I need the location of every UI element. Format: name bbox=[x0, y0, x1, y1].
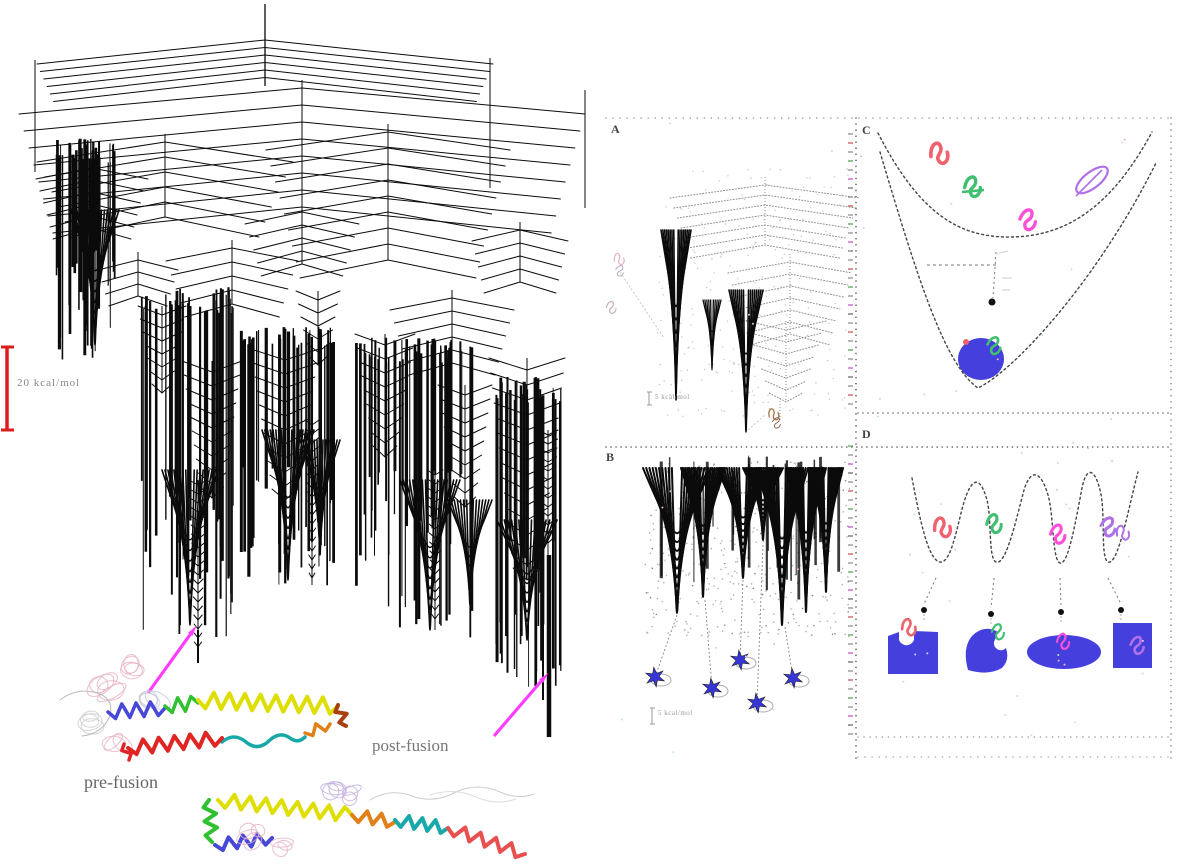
panel-a-disconnectivity-graph bbox=[605, 168, 861, 433]
panel-d-letter: D bbox=[862, 427, 871, 441]
magenta-arrows bbox=[146, 625, 549, 738]
panel-b-letter: B bbox=[606, 450, 615, 464]
main-disconnectivity-graph bbox=[18, 4, 586, 737]
panel-c-funnel-landscape bbox=[877, 131, 1157, 389]
panel-a-scale-label: 5 kcal/mol bbox=[655, 393, 690, 401]
prefusion-label: pre-fusion bbox=[84, 772, 158, 792]
panel-d-rugged-landscape bbox=[888, 471, 1152, 674]
panel-a-letter: A bbox=[611, 122, 620, 136]
panel-separators bbox=[605, 117, 1172, 759]
postfusion-structure bbox=[201, 781, 535, 860]
prefusion-structure bbox=[59, 654, 349, 762]
panel-b-multifunnel-graph bbox=[642, 455, 851, 725]
speckle-noise bbox=[620, 122, 1144, 754]
scale-bar-label: 20 kcal/mol bbox=[17, 377, 81, 389]
panel-c-letter: C bbox=[862, 123, 871, 137]
panel-b-scale-label: 5 kcal/mol bbox=[658, 709, 693, 717]
postfusion-label: post-fusion bbox=[372, 736, 449, 755]
energy-scale-bar bbox=[1, 345, 14, 432]
